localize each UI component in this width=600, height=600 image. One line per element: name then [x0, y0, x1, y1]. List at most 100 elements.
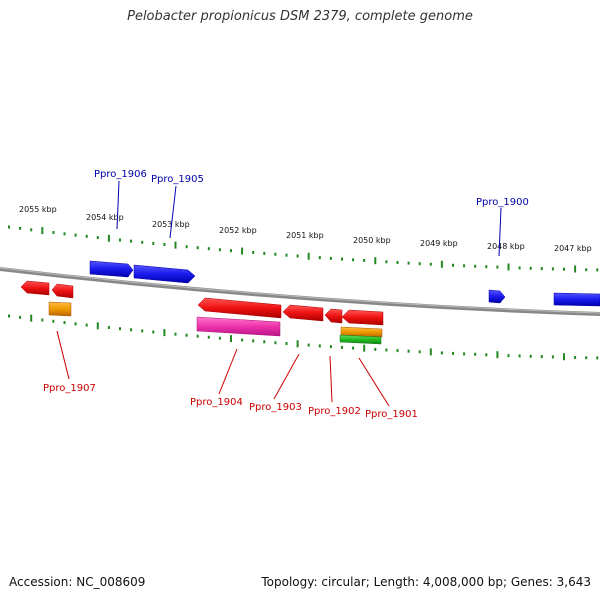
scale-minor-tick: [551, 355, 554, 359]
scale-tick-label: 2049 kbp: [420, 239, 458, 248]
gene-ppro-1902[interactable]: [324, 308, 343, 324]
gene-ppro-1907[interactable]: [20, 280, 50, 296]
gene-label-ppro-1903[interactable]: Ppro_1903: [249, 402, 302, 413]
scale-minor-tick: [119, 327, 121, 331]
scale-minor-tick: [374, 347, 377, 351]
scale-minor-tick: [107, 326, 110, 329]
scale-minor-tick: [596, 268, 599, 272]
gene-labels: Ppro_1906 Ppro_1905 Ppro_1900 Ppro_1907 …: [43, 169, 529, 420]
scale-minor-tick: [207, 247, 210, 251]
scale-minor-tick: [252, 339, 255, 343]
scale-minor-tick: [307, 343, 310, 347]
scale-minor-tick: [185, 333, 188, 337]
scale-tick-label: 2047 kbp: [554, 244, 592, 253]
scale-minor-tick: [407, 261, 410, 265]
scale-minor-tick: [496, 265, 499, 269]
scale-minor-tick: [452, 351, 454, 355]
scale-tick-label: 2055 kbp: [19, 205, 57, 214]
scale-minor-tick: [296, 254, 299, 258]
scale-minor-tick: [152, 330, 155, 334]
gene-label-ppro-1904[interactable]: Ppro_1904: [190, 397, 243, 408]
scale-minor-tick: [130, 328, 133, 332]
scale-minor-tick: [518, 354, 521, 358]
scale-minor-tick: [329, 345, 332, 349]
scale-minor-tick: [163, 243, 166, 246]
scale-minor-tick: [174, 332, 177, 336]
scale-minor-tick: [518, 266, 521, 270]
rrna-feature[interactable]: [340, 326, 383, 338]
other-features: [48, 301, 383, 345]
scale-minor-tick: [396, 261, 399, 264]
scale-minor-tick: [396, 349, 399, 353]
scale-minor-tick: [41, 318, 44, 322]
scale-minor-tick: [585, 356, 588, 360]
gene-ppro-1900[interactable]: [488, 289, 506, 304]
scale-minor-tick: [63, 232, 66, 236]
scale-major-tick: [574, 265, 577, 273]
scale-minor-tick: [218, 248, 221, 252]
gene-label-ppro-1905[interactable]: Ppro_1905: [151, 174, 204, 185]
scale-minor-tick: [141, 240, 144, 244]
scale-minor-tick: [263, 340, 266, 344]
accession-text: Accession: NC_008609: [9, 575, 146, 589]
rrna-feature[interactable]: [48, 301, 72, 317]
scale-minor-tick: [263, 251, 266, 255]
genome-backbone: [0, 267, 600, 316]
scale-tick-label: 2048 kbp: [487, 242, 525, 251]
scale-minor-tick: [540, 355, 543, 359]
scale-track-lower: [8, 314, 599, 361]
scale-labels: 2055 kbp 2054 kbp 2053 kbp 2052 kbp 2051…: [19, 205, 592, 253]
gene-ppro-1907-b[interactable]: [51, 283, 74, 299]
scale-minor-tick: [207, 335, 210, 339]
scale-minor-tick: [241, 338, 244, 342]
scale-minor-tick: [418, 350, 421, 354]
genome-stats-text: Topology: circular; Length: 4,008,000 bp…: [261, 575, 591, 589]
scale-minor-tick: [318, 344, 321, 348]
scale-major-tick: [563, 353, 565, 361]
scale-minor-tick: [485, 265, 488, 269]
gene-label-ppro-1907[interactable]: Ppro_1907: [43, 383, 96, 394]
scale-minor-tick: [352, 346, 355, 350]
gene-label-ppro-1900[interactable]: Ppro_1900: [476, 197, 529, 208]
scale-tick-label: 2054 kbp: [86, 213, 124, 222]
gene-forward-edge[interactable]: [553, 292, 600, 307]
scale-major-tick: [41, 227, 44, 235]
scale-minor-tick: [529, 354, 532, 358]
scale-minor-tick: [85, 234, 88, 238]
scale-minor-tick: [8, 314, 10, 318]
scale-minor-tick: [130, 239, 133, 243]
scale-major-tick: [30, 314, 33, 322]
scale-minor-tick: [185, 245, 188, 249]
scale-minor-tick: [463, 264, 466, 268]
scale-major-tick: [507, 263, 510, 271]
misc-feature[interactable]: [196, 316, 281, 337]
trna-feature[interactable]: [339, 334, 382, 345]
gene-ppro-1901[interactable]: [341, 309, 384, 326]
scale-minor-tick: [274, 341, 277, 345]
gene-label-ppro-1901[interactable]: Ppro_1901: [365, 409, 418, 420]
scale-minor-tick: [529, 266, 532, 270]
gene-ppro-1904[interactable]: [197, 297, 282, 319]
label-leaders: [56, 180, 502, 407]
gene-ppro-1903[interactable]: [282, 304, 324, 322]
scale-minor-tick: [341, 257, 343, 261]
scale-minor-tick: [285, 253, 288, 257]
scale-major-tick: [96, 322, 99, 330]
scale-minor-tick: [218, 336, 221, 340]
scale-minor-tick: [485, 353, 488, 357]
gene-ppro-1905[interactable]: [133, 264, 196, 284]
scale-major-tick: [174, 241, 177, 249]
gene-ppro-1906[interactable]: [89, 260, 134, 278]
scale-major-tick: [296, 340, 299, 348]
scale-minor-tick: [341, 345, 343, 349]
scale-major-tick: [496, 351, 499, 359]
scale-tick-label: 2051 kbp: [286, 231, 324, 240]
gene-label-ppro-1906[interactable]: Ppro_1906: [94, 169, 147, 180]
scale-minor-tick: [418, 262, 421, 266]
scale-minor-tick: [474, 264, 477, 268]
scale-minor-tick: [196, 334, 199, 338]
scale-major-tick: [163, 329, 166, 337]
scale-tick-label: 2050 kbp: [353, 236, 391, 245]
gene-label-ppro-1902[interactable]: Ppro_1902: [308, 406, 361, 417]
